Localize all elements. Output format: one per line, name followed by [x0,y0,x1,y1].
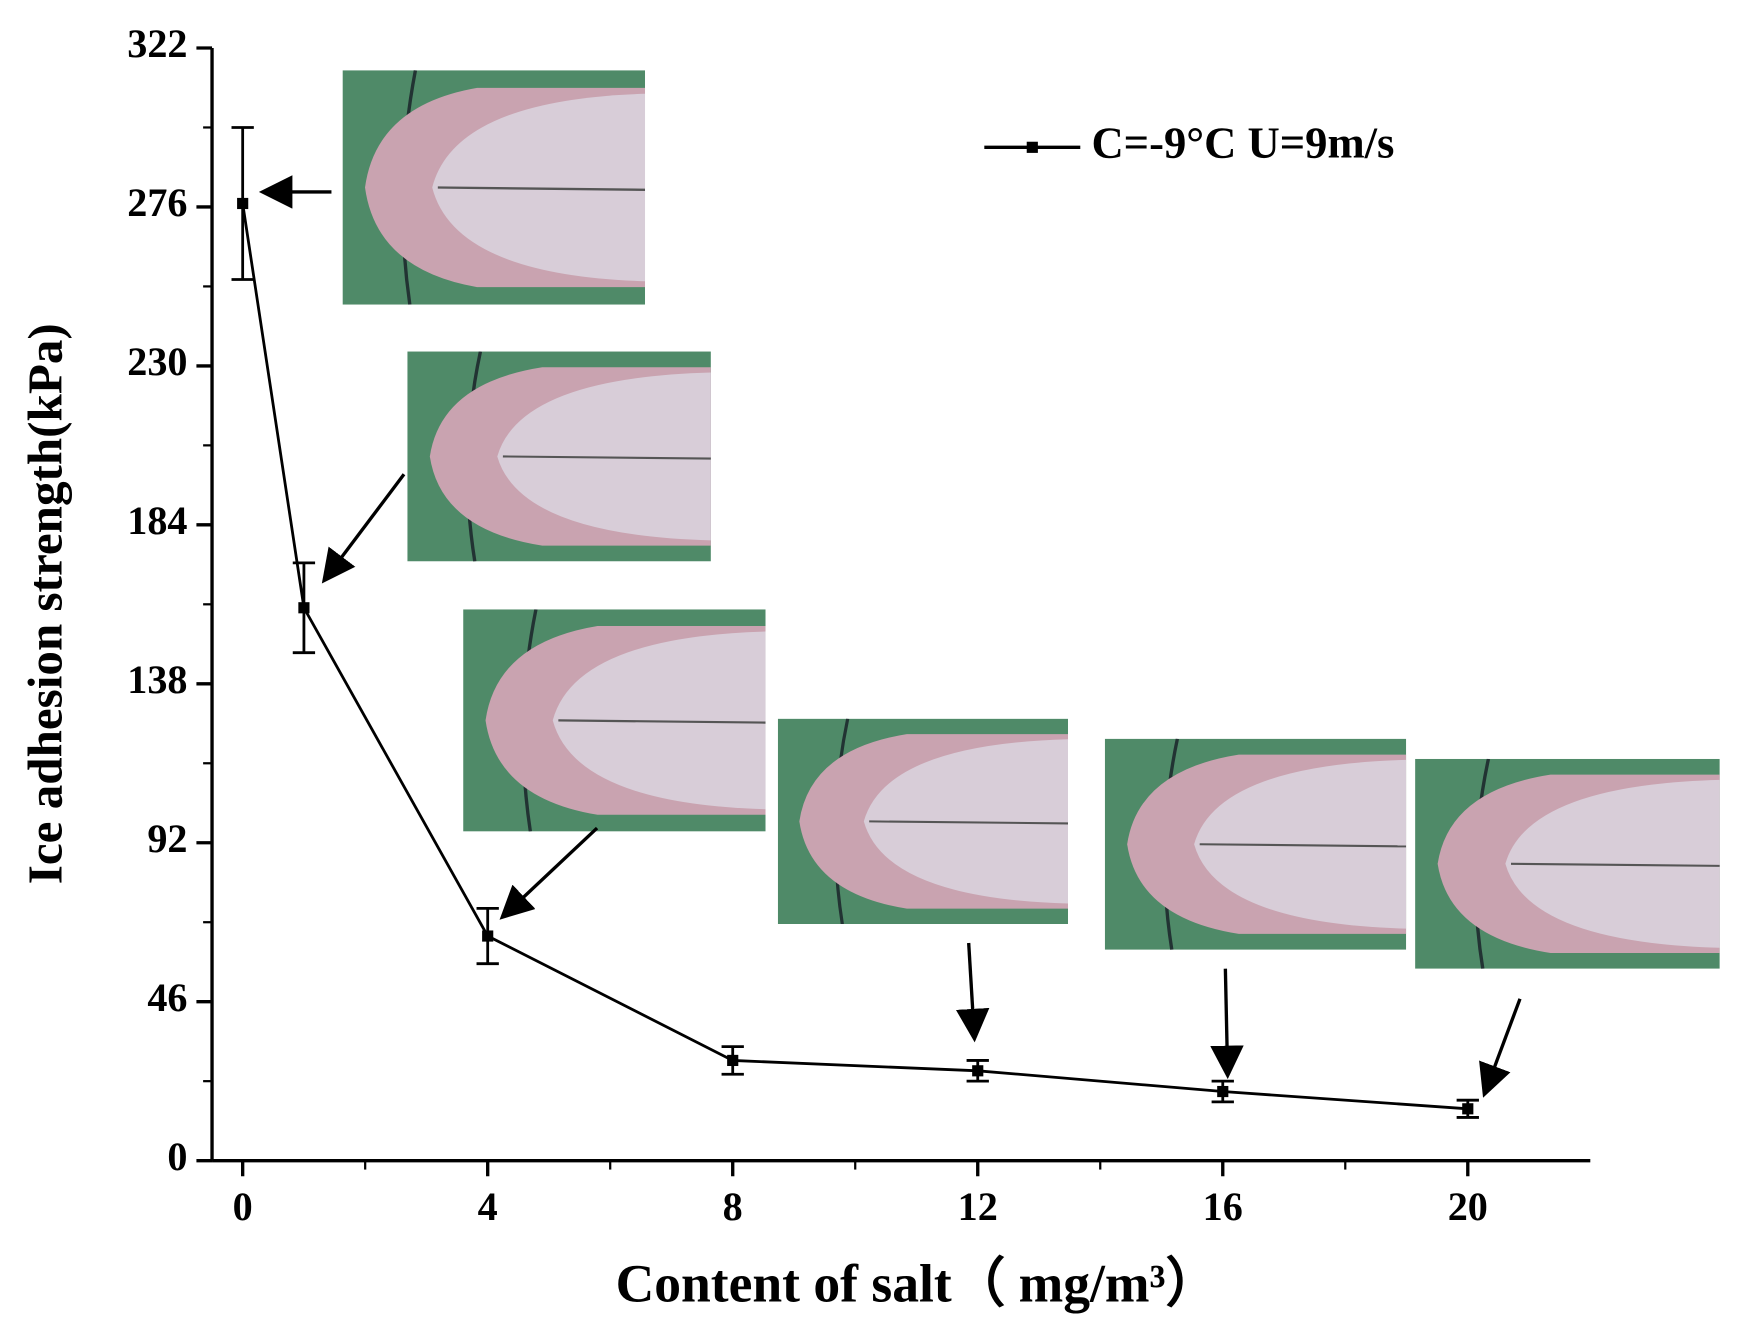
point [727,1054,739,1067]
photo [407,351,711,562]
y-tick-label: 184 [127,498,187,543]
x-tick-label: 12 [958,1184,998,1229]
x-axis-label: Content of salt（ mg/m³） [616,1253,1220,1313]
photo [1415,758,1720,969]
arrow [321,473,406,584]
photo [342,70,646,305]
y-axis-label: Ice adhesion strength(kPa) [17,323,72,884]
point [972,1065,984,1077]
point [237,197,249,210]
x-tick-label: 0 [233,1184,253,1229]
arrow [955,942,990,1043]
photo [463,609,766,832]
arrows [258,175,1522,1098]
y-tick-label: 276 [127,180,187,225]
plot: Content of salt（ mg/m³） Ice adhesion str… [17,21,1720,1313]
legend-marker [1026,141,1038,153]
x-tick-label: 4 [478,1184,498,1229]
photo [1104,738,1407,950]
point [1462,1103,1474,1115]
legend-label: C=-9°C U=9m/s [1091,118,1394,168]
photo [777,718,1069,925]
y-tick-label: 46 [147,975,187,1020]
y-tick-label: 230 [127,339,187,384]
arrow [499,826,599,920]
series-line [241,203,1468,1111]
point [298,602,310,614]
x-tick-label: 8 [723,1184,743,1229]
y-tick-label: 92 [147,816,187,861]
arrow [1479,998,1522,1098]
point [482,930,494,942]
x-tick-label: 20 [1448,1184,1488,1229]
point [1217,1085,1229,1098]
y-tick-label: 322 [127,21,187,66]
photos [342,70,1720,969]
x-tick-label: 16 [1203,1184,1243,1229]
y-tick-label: 138 [127,657,187,702]
arrow [1210,968,1244,1080]
y-tick-label: 0 [167,1134,187,1179]
